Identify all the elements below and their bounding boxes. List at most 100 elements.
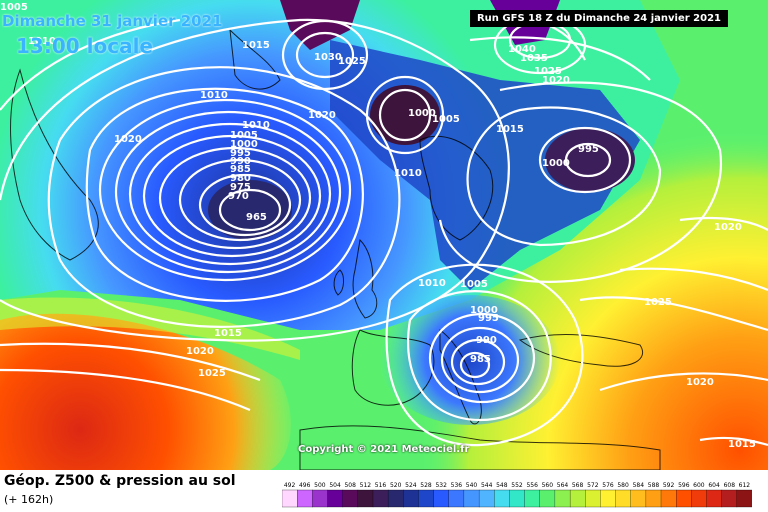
scale-swatch bbox=[478, 489, 495, 508]
scale-swatch bbox=[524, 489, 541, 508]
field-yellow-band bbox=[0, 297, 300, 360]
scale-swatch bbox=[630, 489, 647, 508]
scale-swatch bbox=[585, 489, 601, 508]
legend-footer: Géop. Z500 & pression au sol (+ 162h) 49… bbox=[0, 470, 768, 512]
pressure-label: 1000 bbox=[230, 139, 258, 150]
isobar-med-1005 bbox=[407, 290, 552, 422]
isobar-1020-east bbox=[679, 216, 768, 231]
scale-label: 612 bbox=[739, 482, 751, 489]
legend-title: Géop. Z500 & pression au sol bbox=[4, 473, 236, 489]
scale-swatch bbox=[357, 489, 374, 508]
pressure-label: 1020 bbox=[542, 75, 570, 86]
isobar-1020-se bbox=[599, 372, 768, 392]
scale-swatch bbox=[645, 489, 662, 508]
pressure-labels: 1005 1010 1015 1030 1025 1040 1035 1025 … bbox=[0, 2, 756, 450]
scale-label: 532 bbox=[435, 482, 447, 489]
scale-label: 508 bbox=[344, 482, 356, 489]
scale-swatch bbox=[660, 489, 677, 508]
coast-black-sea bbox=[518, 334, 643, 367]
pressure-label: 1025 bbox=[534, 66, 562, 77]
isobar-scand-1005 bbox=[466, 106, 662, 247]
pressure-label: 990 bbox=[476, 335, 497, 346]
pressure-label: 1010 bbox=[394, 168, 422, 179]
scale-swatch bbox=[615, 489, 632, 508]
coast-greenland bbox=[10, 68, 99, 261]
coast-iceland bbox=[229, 28, 281, 90]
scale-swatch bbox=[569, 489, 586, 508]
pressure-label: 1020 bbox=[186, 346, 214, 357]
scale-label: 524 bbox=[405, 482, 417, 489]
isobar-1020-south bbox=[0, 342, 261, 382]
pressure-label: 1025 bbox=[198, 368, 226, 379]
field-polar-vortex bbox=[280, 0, 360, 50]
isobar-med-1010 bbox=[385, 263, 584, 447]
isobar-965 bbox=[218, 188, 282, 232]
isobar-985 bbox=[142, 134, 322, 258]
scale-label: 608 bbox=[724, 482, 736, 489]
pressure-label: 1040 bbox=[508, 44, 536, 55]
isobar-med-995 bbox=[440, 326, 520, 394]
isobar-975 bbox=[178, 158, 302, 242]
coast-north-africa bbox=[299, 425, 661, 470]
model-run-label: Run GFS 18 Z du Dimanche 24 janvier 2021 bbox=[470, 10, 728, 27]
scale-swatch bbox=[494, 489, 510, 508]
isobar-med-990 bbox=[450, 338, 506, 386]
pressure-label: 1005 bbox=[432, 114, 460, 125]
scale-swatch bbox=[721, 489, 738, 508]
scale-label: 512 bbox=[360, 482, 372, 489]
weather-map: 1005 1010 1015 1030 1025 1040 1035 1025 … bbox=[0, 0, 768, 470]
pressure-label: 1005 bbox=[0, 2, 28, 13]
forecast-time: 13:00 locale bbox=[16, 34, 153, 58]
scale-label: 536 bbox=[451, 482, 463, 489]
pressure-label: 1015 bbox=[728, 439, 756, 450]
pressure-label: 995 bbox=[578, 144, 599, 155]
isobar-980 bbox=[158, 146, 312, 250]
isobar-north-1000 bbox=[378, 88, 432, 142]
coast-italy bbox=[439, 328, 482, 425]
isobar-1025-east bbox=[579, 296, 768, 332]
pressure-label: 1000 bbox=[542, 158, 570, 169]
isobar-north-1005 bbox=[365, 75, 445, 155]
scale-swatch bbox=[342, 489, 359, 508]
scale-swatch bbox=[539, 489, 556, 508]
scale-swatch bbox=[312, 489, 328, 508]
isobar-med-1000 bbox=[428, 312, 536, 404]
scale-label: 544 bbox=[481, 482, 493, 489]
isobars bbox=[0, 15, 768, 447]
scale-swatch bbox=[509, 489, 526, 508]
color-scale: 492 496 500 504 508 512 516 520 524 528 532 536 540 5… bbox=[282, 482, 752, 508]
pressure-label: 970 bbox=[228, 191, 249, 202]
isobar-1030 bbox=[295, 31, 355, 79]
field-low-scandinavia bbox=[545, 128, 635, 192]
isobar-1025-south bbox=[0, 368, 251, 412]
coast-britain bbox=[352, 238, 378, 319]
scale-label: 552 bbox=[511, 482, 523, 489]
scale-label: 580 bbox=[617, 482, 629, 489]
isobar-med-985 bbox=[459, 351, 491, 379]
pressure-label: 975 bbox=[230, 182, 251, 193]
isobar-990 bbox=[128, 122, 332, 266]
scale-label: 596 bbox=[678, 482, 690, 489]
isobar-1000 bbox=[98, 98, 352, 282]
pressure-label: 1020 bbox=[308, 110, 336, 121]
scale-label: 500 bbox=[314, 482, 326, 489]
isobar-1020-north bbox=[0, 18, 181, 111]
scale-label: 556 bbox=[526, 482, 538, 489]
pressure-label: 995 bbox=[230, 148, 251, 159]
scale-swatch bbox=[433, 489, 450, 508]
scale-swatch bbox=[600, 489, 617, 508]
pressure-label: 1015 bbox=[496, 124, 524, 135]
field-low-north bbox=[370, 85, 440, 145]
pressure-label: 1005 bbox=[460, 279, 488, 290]
isobar-1010-east bbox=[619, 267, 768, 292]
isobar-1015-ne bbox=[469, 36, 651, 81]
isobar-scand-995 bbox=[564, 142, 612, 178]
pressure-label: 1020 bbox=[714, 222, 742, 233]
isobar-scand-1010 bbox=[438, 81, 723, 283]
pressure-label: 1015 bbox=[214, 328, 242, 339]
scale-swatch bbox=[387, 489, 404, 508]
isobar-scand-1000 bbox=[538, 126, 632, 194]
scale-swatch bbox=[736, 489, 752, 508]
scale-label: 520 bbox=[390, 482, 402, 489]
